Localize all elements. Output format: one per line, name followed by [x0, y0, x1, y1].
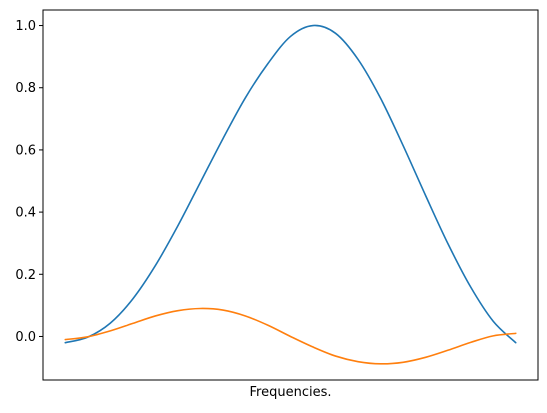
y-tick-label: 0.8 [15, 81, 36, 96]
axes-frame [42, 9, 539, 381]
y-axis: 0.0 0.2 0.4 0.6 0.8 1.0 [15, 19, 43, 345]
y-tick-label: 0.2 [15, 268, 36, 283]
y-tick-label: 0.6 [15, 143, 36, 158]
y-tick-label: 1.0 [15, 19, 36, 34]
y-tick-label: 0.4 [15, 206, 36, 221]
x-axis-label: Frequencies. [250, 385, 332, 400]
plot-area [64, 24, 517, 365]
y-tick-label: 0.0 [15, 330, 36, 345]
series-line-1 [64, 24, 517, 344]
series-line-2 [64, 307, 517, 365]
